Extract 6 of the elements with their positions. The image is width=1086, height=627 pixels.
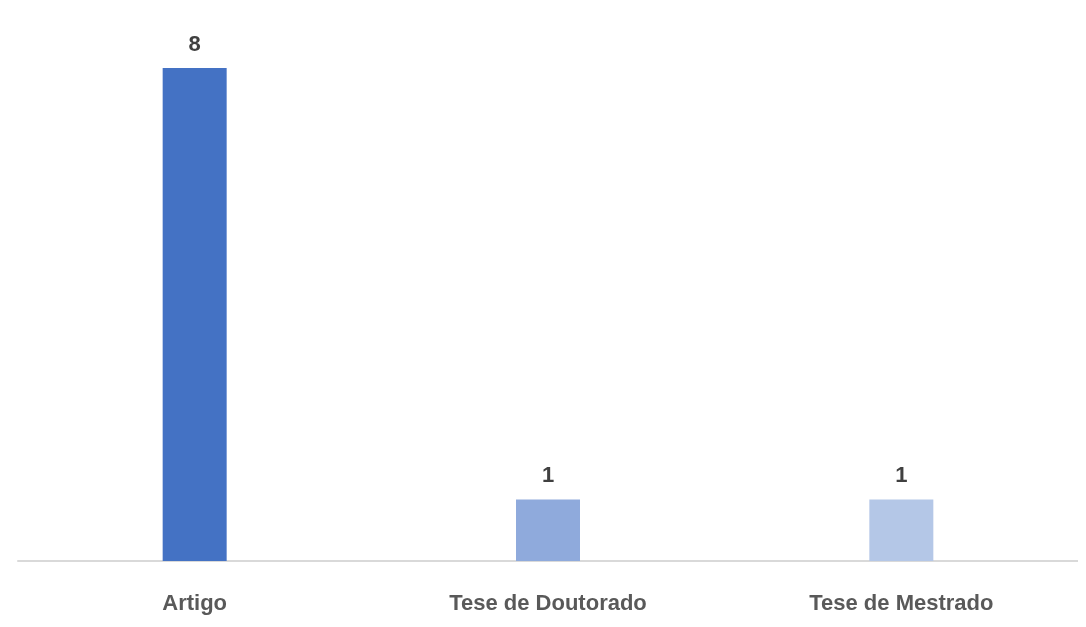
data-label: 1 bbox=[541, 461, 555, 487]
x-tick-label: Tese de Mestrado bbox=[809, 589, 994, 615]
x-tick-label: Artigo bbox=[162, 589, 228, 615]
data-label: 1 bbox=[895, 461, 908, 487]
x-tick-label: Tese de Doutorado bbox=[449, 589, 647, 615]
data-label: 8 bbox=[188, 30, 201, 56]
